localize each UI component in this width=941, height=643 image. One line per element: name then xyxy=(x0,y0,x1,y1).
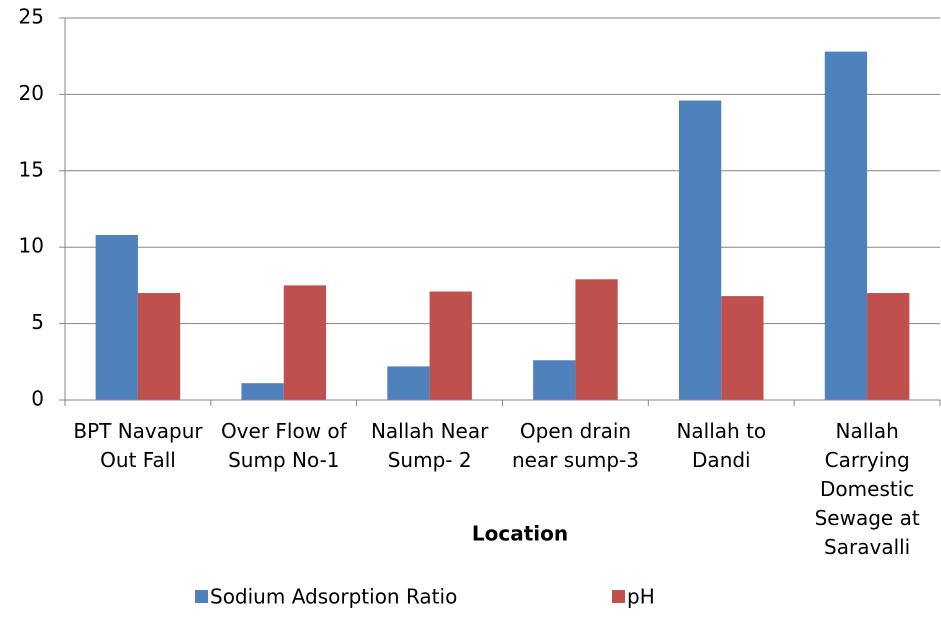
bar xyxy=(575,279,618,400)
x-axis-title: Location xyxy=(472,522,568,546)
x-tick-label: Over Flow of Sump No-1 xyxy=(220,419,347,472)
legend-swatch xyxy=(612,590,625,603)
y-tick-label: 0 xyxy=(31,387,44,411)
bar xyxy=(867,293,910,400)
legend-label: pH xyxy=(627,585,655,609)
bar xyxy=(429,291,472,400)
x-tick-label: Nallah to Dandi xyxy=(676,419,767,472)
y-tick-label: 20 xyxy=(19,81,44,105)
y-tick-label: 10 xyxy=(19,234,44,258)
legend-label: Sodium Adsorption Ratio xyxy=(210,585,457,609)
bar xyxy=(533,360,576,400)
y-tick-label: 25 xyxy=(19,5,44,29)
x-tick-label: Open drain near sump-3 xyxy=(511,419,640,472)
bar xyxy=(137,293,181,400)
legend-swatch xyxy=(195,590,208,603)
bar xyxy=(241,383,284,400)
y-tick-label: 5 xyxy=(31,310,44,334)
bar xyxy=(283,285,327,400)
bar xyxy=(721,296,764,400)
x-tick-label: Nallah Carrying Domestic Sewage at Sarav… xyxy=(814,419,920,559)
x-tick-label: BPT Navapur Out Fall xyxy=(73,419,203,472)
bar xyxy=(824,51,868,401)
bar xyxy=(387,366,430,400)
bar xyxy=(678,100,722,401)
bar xyxy=(95,234,138,400)
x-tick-label: Nallah Near Sump- 2 xyxy=(370,419,489,472)
y-tick-label: 15 xyxy=(19,157,44,181)
